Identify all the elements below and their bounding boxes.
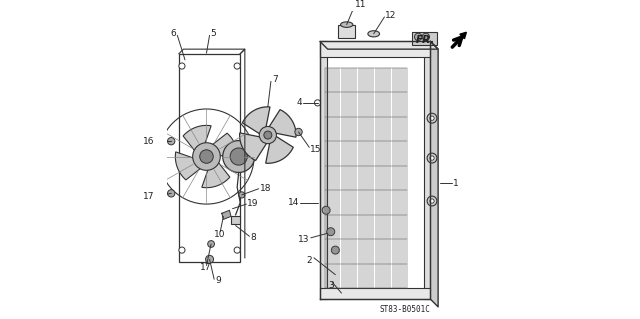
Bar	[320, 288, 431, 299]
Circle shape	[200, 150, 213, 163]
Circle shape	[205, 255, 214, 263]
Circle shape	[179, 247, 185, 253]
Circle shape	[430, 116, 434, 120]
Text: 17: 17	[200, 263, 211, 272]
Polygon shape	[266, 135, 293, 163]
Text: ST83-B0501C: ST83-B0501C	[380, 305, 431, 315]
Text: FR.: FR.	[415, 35, 435, 45]
Ellipse shape	[368, 31, 380, 37]
Circle shape	[430, 199, 434, 203]
Text: 7: 7	[272, 75, 278, 84]
Text: 18: 18	[260, 184, 271, 193]
Circle shape	[239, 192, 245, 198]
Circle shape	[179, 63, 185, 69]
Text: 9: 9	[215, 276, 221, 285]
Circle shape	[230, 148, 247, 165]
Polygon shape	[243, 107, 270, 135]
Text: 5: 5	[211, 29, 216, 38]
Bar	[179, 54, 240, 263]
Circle shape	[415, 33, 422, 41]
Polygon shape	[268, 110, 296, 137]
Text: 17: 17	[143, 192, 155, 201]
Circle shape	[259, 126, 276, 144]
Circle shape	[327, 228, 335, 236]
Text: 14: 14	[288, 198, 299, 207]
Circle shape	[430, 156, 434, 160]
Circle shape	[223, 141, 255, 173]
Polygon shape	[239, 133, 268, 160]
Circle shape	[314, 100, 321, 106]
Text: 15: 15	[310, 145, 322, 154]
Text: 10: 10	[214, 230, 225, 239]
Text: 11: 11	[355, 0, 366, 9]
Text: 6: 6	[171, 29, 177, 38]
Text: 1: 1	[453, 179, 459, 188]
Bar	[231, 216, 240, 224]
Text: 2: 2	[307, 256, 312, 265]
Polygon shape	[175, 152, 202, 180]
Circle shape	[193, 143, 220, 170]
Text: 19: 19	[247, 199, 259, 208]
Text: 8: 8	[250, 233, 256, 242]
Text: 12: 12	[385, 11, 397, 20]
Ellipse shape	[340, 22, 353, 27]
Text: 16: 16	[143, 137, 155, 146]
Bar	[424, 41, 431, 299]
Circle shape	[234, 63, 240, 69]
Bar	[412, 32, 436, 45]
Circle shape	[234, 247, 240, 253]
Circle shape	[295, 128, 302, 136]
Polygon shape	[431, 41, 438, 307]
Polygon shape	[320, 41, 438, 49]
Bar	[320, 41, 327, 299]
Circle shape	[332, 246, 339, 254]
Text: 4: 4	[296, 98, 302, 108]
Circle shape	[427, 113, 437, 123]
Circle shape	[168, 137, 175, 145]
Circle shape	[168, 190, 175, 197]
Circle shape	[264, 131, 272, 139]
Bar	[339, 25, 355, 38]
Circle shape	[208, 241, 214, 247]
Polygon shape	[202, 161, 230, 188]
Polygon shape	[222, 210, 231, 219]
Circle shape	[427, 153, 437, 163]
Text: 3: 3	[328, 281, 334, 290]
Polygon shape	[183, 125, 211, 152]
Circle shape	[322, 206, 330, 214]
Polygon shape	[460, 32, 467, 39]
Text: 13: 13	[298, 235, 310, 244]
Bar	[320, 41, 431, 57]
Circle shape	[427, 196, 437, 206]
Polygon shape	[211, 133, 237, 161]
Circle shape	[422, 33, 429, 41]
